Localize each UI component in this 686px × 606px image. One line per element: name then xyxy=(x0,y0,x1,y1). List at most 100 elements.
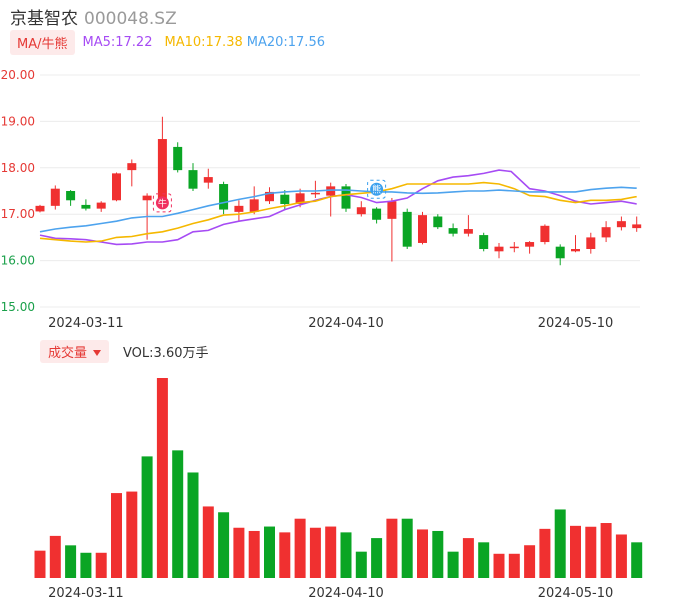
candle-body[interactable] xyxy=(540,225,550,243)
volume-indicator-toggle[interactable]: 成交量 xyxy=(40,339,110,363)
candle-body[interactable] xyxy=(326,186,336,196)
candle-body[interactable] xyxy=(50,188,60,206)
volume-bar[interactable] xyxy=(371,538,383,578)
candle-body[interactable] xyxy=(142,195,152,201)
volume-bar[interactable] xyxy=(111,493,122,578)
volume-bar[interactable] xyxy=(340,532,352,578)
volume-bar[interactable] xyxy=(264,526,275,578)
volume-bar[interactable] xyxy=(187,472,199,578)
volume-bar[interactable] xyxy=(631,542,643,578)
volume-bar[interactable] xyxy=(34,550,46,578)
candle-body[interactable] xyxy=(157,139,167,201)
volume-bar[interactable] xyxy=(508,553,520,578)
volume-bar[interactable] xyxy=(141,456,153,578)
candle-body[interactable] xyxy=(203,177,213,183)
volume-bar[interactable] xyxy=(432,530,444,578)
candle-body[interactable] xyxy=(188,170,198,189)
volume-bar[interactable] xyxy=(585,526,597,578)
candle-body[interactable] xyxy=(601,227,611,238)
volume-bar[interactable] xyxy=(524,545,536,578)
candle-body[interactable] xyxy=(463,229,473,234)
volume-bar[interactable] xyxy=(355,551,367,578)
volume-bar[interactable] xyxy=(462,538,474,578)
volume-bar[interactable] xyxy=(279,532,291,578)
volume-bar[interactable] xyxy=(233,527,245,578)
candle-body[interactable] xyxy=(571,249,580,252)
ma-toggle-button[interactable]: MA/牛熊 xyxy=(10,29,75,55)
candle-body[interactable] xyxy=(66,191,76,201)
stock-title: 京基智农 000048.SZ xyxy=(10,4,177,29)
candle-body[interactable] xyxy=(632,224,642,229)
candle-body[interactable] xyxy=(418,215,427,243)
x-tick-label: 2024-04-10 xyxy=(308,316,384,331)
candle-body[interactable] xyxy=(249,199,259,212)
y-tick-label: 18.00 xyxy=(1,161,35,175)
candle-body[interactable] xyxy=(310,192,320,195)
candle-body[interactable] xyxy=(112,173,121,201)
volume-bar[interactable] xyxy=(95,552,107,578)
y-tick-label: 16.00 xyxy=(1,254,35,268)
candle-body[interactable] xyxy=(35,205,45,212)
candle-body[interactable] xyxy=(525,242,535,247)
candle-body[interactable] xyxy=(387,201,397,219)
volume-value: VOL:3.60万手 xyxy=(123,345,209,361)
candle-body[interactable] xyxy=(448,228,458,234)
volume-bar[interactable] xyxy=(447,551,459,578)
candle-body[interactable] xyxy=(295,193,305,204)
candle-body[interactable] xyxy=(265,191,274,202)
candle-body[interactable] xyxy=(127,163,137,171)
signal-marker-label: 牛 xyxy=(158,197,167,209)
ma5-label: MA5:17.22 xyxy=(82,34,153,50)
x-tick-label: 2024-03-11 xyxy=(48,316,124,331)
volume-bar[interactable] xyxy=(65,545,77,578)
volume-bar[interactable] xyxy=(218,512,230,578)
volume-bar[interactable] xyxy=(172,450,184,578)
volume-x-tick-label: 2024-03-11 xyxy=(48,586,124,601)
volume-bar[interactable] xyxy=(554,509,566,578)
candle-body[interactable] xyxy=(479,235,489,249)
signal-marker-dot xyxy=(370,182,384,196)
volume-bar[interactable] xyxy=(478,542,490,578)
volume-bar[interactable] xyxy=(417,529,428,578)
y-tick-label: 17.00 xyxy=(1,207,35,221)
volume-bar[interactable] xyxy=(126,491,138,578)
candle-body[interactable] xyxy=(280,194,290,204)
candle-body[interactable] xyxy=(555,246,565,259)
candle-body[interactable] xyxy=(494,246,504,252)
volume-bar[interactable] xyxy=(401,518,413,578)
volume-bar[interactable] xyxy=(570,525,581,578)
candle-body[interactable] xyxy=(356,207,366,215)
ma20-line xyxy=(39,186,637,233)
candle-body[interactable] xyxy=(234,205,244,212)
volume-bar[interactable] xyxy=(493,553,505,578)
volume-bar[interactable] xyxy=(80,552,92,578)
volume-bar[interactable] xyxy=(539,528,551,578)
candle-body[interactable] xyxy=(586,237,596,249)
volume-bar[interactable] xyxy=(615,534,627,578)
ma10-label: MA10:17.38 xyxy=(164,34,243,50)
ma20-label: MA20:17.56 xyxy=(246,34,325,50)
stock-name: 京基智农 xyxy=(10,9,78,29)
volume-bar[interactable] xyxy=(386,518,398,578)
volume-bar[interactable] xyxy=(202,506,214,578)
volume-bar[interactable] xyxy=(309,527,321,578)
candle-body[interactable] xyxy=(509,246,519,249)
volume-bar[interactable] xyxy=(248,530,260,578)
volume-bar[interactable] xyxy=(49,535,61,578)
candle-body[interactable] xyxy=(173,146,183,171)
candle-body[interactable] xyxy=(96,202,106,209)
candle-body[interactable] xyxy=(341,186,351,209)
candle-body[interactable] xyxy=(81,204,91,209)
candle-body[interactable] xyxy=(616,221,626,228)
candle-body[interactable] xyxy=(372,208,382,220)
candle-body[interactable] xyxy=(219,184,229,210)
candle-body[interactable] xyxy=(433,216,443,228)
volume-bar[interactable] xyxy=(600,523,612,578)
ma10-line xyxy=(39,181,637,243)
candle-body[interactable] xyxy=(402,211,412,247)
signal-marker-dot xyxy=(155,196,169,210)
volume-bar[interactable] xyxy=(294,518,306,578)
volume-bar[interactable] xyxy=(156,378,168,578)
volume-bar[interactable] xyxy=(325,526,337,578)
